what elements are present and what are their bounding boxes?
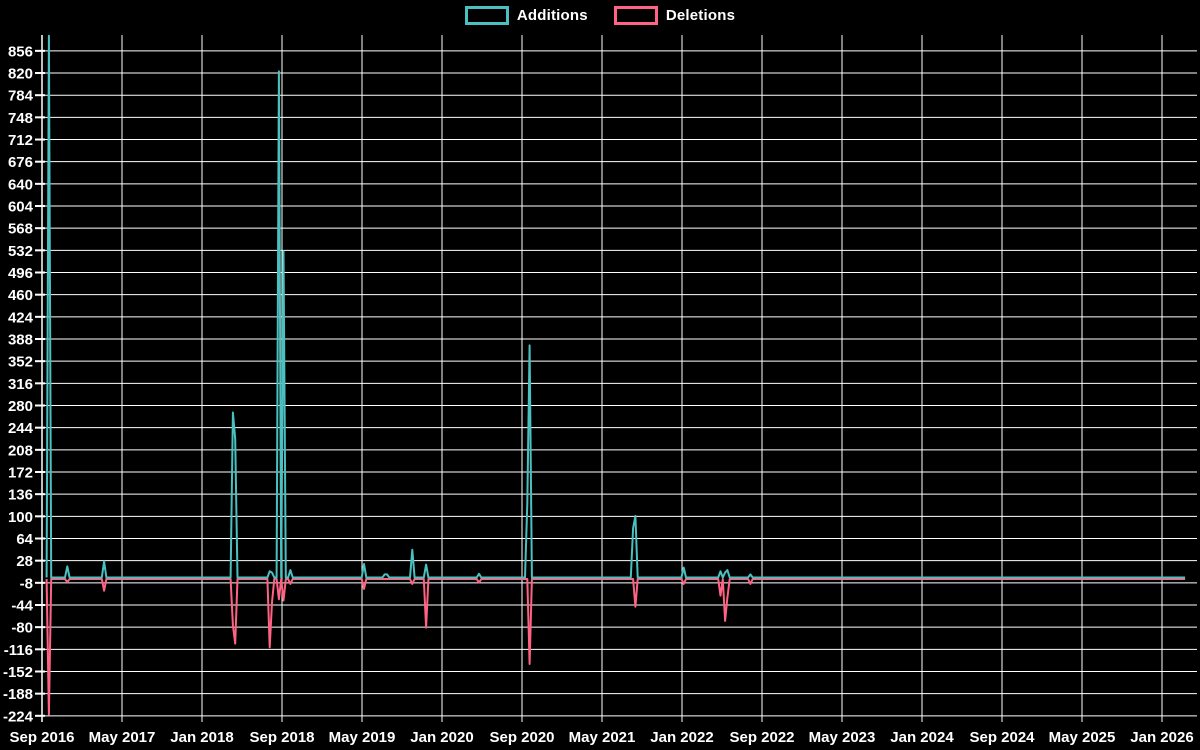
y-tick-label: 172 <box>8 464 33 481</box>
y-tick-label: 496 <box>8 265 33 282</box>
y-tick-label: 64 <box>16 531 33 548</box>
x-tick-label: Sep 2018 <box>249 729 314 746</box>
legend-label-additions: Additions <box>516 7 588 24</box>
x-tick-label: May 2017 <box>89 729 156 746</box>
y-tick-label: -152 <box>3 664 33 681</box>
x-tick-label: Jan 2022 <box>650 729 713 746</box>
x-tick-label: Jan 2020 <box>410 729 473 746</box>
x-tick-label: Sep 2020 <box>489 729 554 746</box>
y-tick-label: 532 <box>8 243 33 260</box>
legend-item-deletions[interactable]: Deletions <box>613 6 736 25</box>
y-tick-label: 388 <box>8 332 33 349</box>
x-tick-label: May 2023 <box>809 729 876 746</box>
y-tick-label: -44 <box>11 597 33 614</box>
y-tick-label: 244 <box>8 420 34 437</box>
y-tick-label: 136 <box>8 487 33 504</box>
x-tick-label: Jan 2026 <box>1130 729 1193 746</box>
y-tick-label: 676 <box>8 154 33 171</box>
y-tick-label: 748 <box>8 110 33 127</box>
legend-label-deletions: Deletions <box>665 7 736 24</box>
deletions-swatch-icon <box>613 6 658 25</box>
y-tick-label: 352 <box>8 354 33 371</box>
x-tick-label: May 2021 <box>569 729 636 746</box>
y-tick-label: 640 <box>8 176 33 193</box>
y-tick-label: 208 <box>8 442 33 459</box>
deletions-line <box>45 578 1186 716</box>
y-tick-label: 784 <box>8 88 34 105</box>
x-tick-label: Sep 2024 <box>969 729 1035 746</box>
x-tick-label: Jan 2024 <box>890 729 954 746</box>
additions-line <box>45 34 1186 579</box>
y-tick-label: 280 <box>8 398 33 415</box>
x-tick-label: Sep 2022 <box>729 729 794 746</box>
y-tick-label: 28 <box>16 553 33 570</box>
y-tick-label: -188 <box>3 686 33 703</box>
y-tick-label: 316 <box>8 376 33 393</box>
chart-legend: Additions Deletions <box>0 6 1200 25</box>
y-tick-label: 820 <box>8 66 33 83</box>
y-tick-label: -116 <box>4 642 33 659</box>
x-tick-label: Sep 2016 <box>9 729 74 746</box>
x-tick-label: Jan 2018 <box>170 729 233 746</box>
y-tick-label: 604 <box>8 199 34 216</box>
y-tick-label: -8 <box>20 575 33 592</box>
additions-swatch-icon <box>464 6 509 25</box>
x-tick-label: May 2025 <box>1049 729 1116 746</box>
y-tick-label: 460 <box>8 287 33 304</box>
y-tick-label: 100 <box>8 509 33 526</box>
legend-item-additions[interactable]: Additions <box>464 6 588 25</box>
y-tick-label: -80 <box>11 620 33 637</box>
y-tick-label: 712 <box>8 132 33 149</box>
y-tick-label: 424 <box>8 309 34 326</box>
y-tick-label: 856 <box>8 43 33 60</box>
x-tick-label: May 2019 <box>329 729 396 746</box>
y-tick-label: 568 <box>8 221 33 238</box>
y-tick-label: -224 <box>3 708 34 725</box>
